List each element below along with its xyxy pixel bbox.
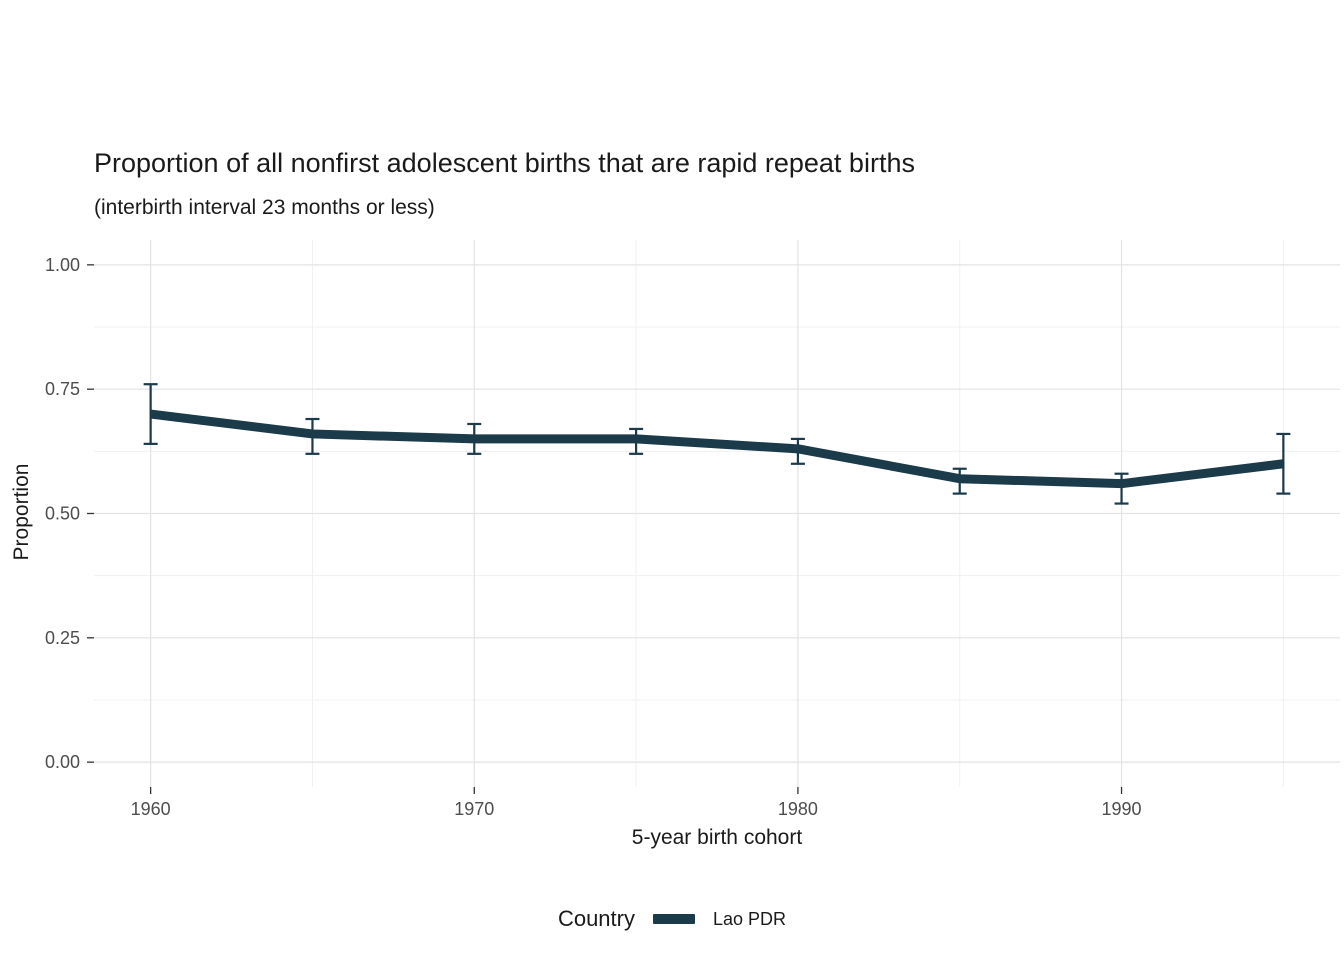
y-tick-labels: 0.00 0.25 0.50 0.75 1.00 <box>45 255 80 772</box>
legend-title: Country <box>557 906 635 931</box>
svg-text:0.50: 0.50 <box>45 504 80 524</box>
x-axis-title: 5-year birth cohort <box>631 826 803 849</box>
major-gridlines <box>94 240 1340 787</box>
legend: Country Lao PDR <box>0 906 1344 932</box>
chart-subtitle: (interbirth interval 23 months or less) <box>94 196 435 219</box>
svg-text:1980: 1980 <box>778 799 818 819</box>
svg-text:0.25: 0.25 <box>45 628 80 648</box>
svg-text:1970: 1970 <box>454 799 494 819</box>
series-line <box>150 409 1284 489</box>
x-tick-labels: 1960 1970 1980 1990 <box>131 799 1142 819</box>
svg-text:1960: 1960 <box>131 799 171 819</box>
svg-text:0.00: 0.00 <box>45 752 80 772</box>
svg-text:1.00: 1.00 <box>45 255 80 275</box>
svg-text:0.75: 0.75 <box>45 379 80 399</box>
axis-ticks <box>87 264 1123 794</box>
chart-title: Proportion of all nonfirst adolescent bi… <box>94 148 915 178</box>
svg-text:1990: 1990 <box>1102 799 1142 819</box>
legend-swatch <box>653 914 695 924</box>
legend-label: Lao PDR <box>713 908 787 929</box>
